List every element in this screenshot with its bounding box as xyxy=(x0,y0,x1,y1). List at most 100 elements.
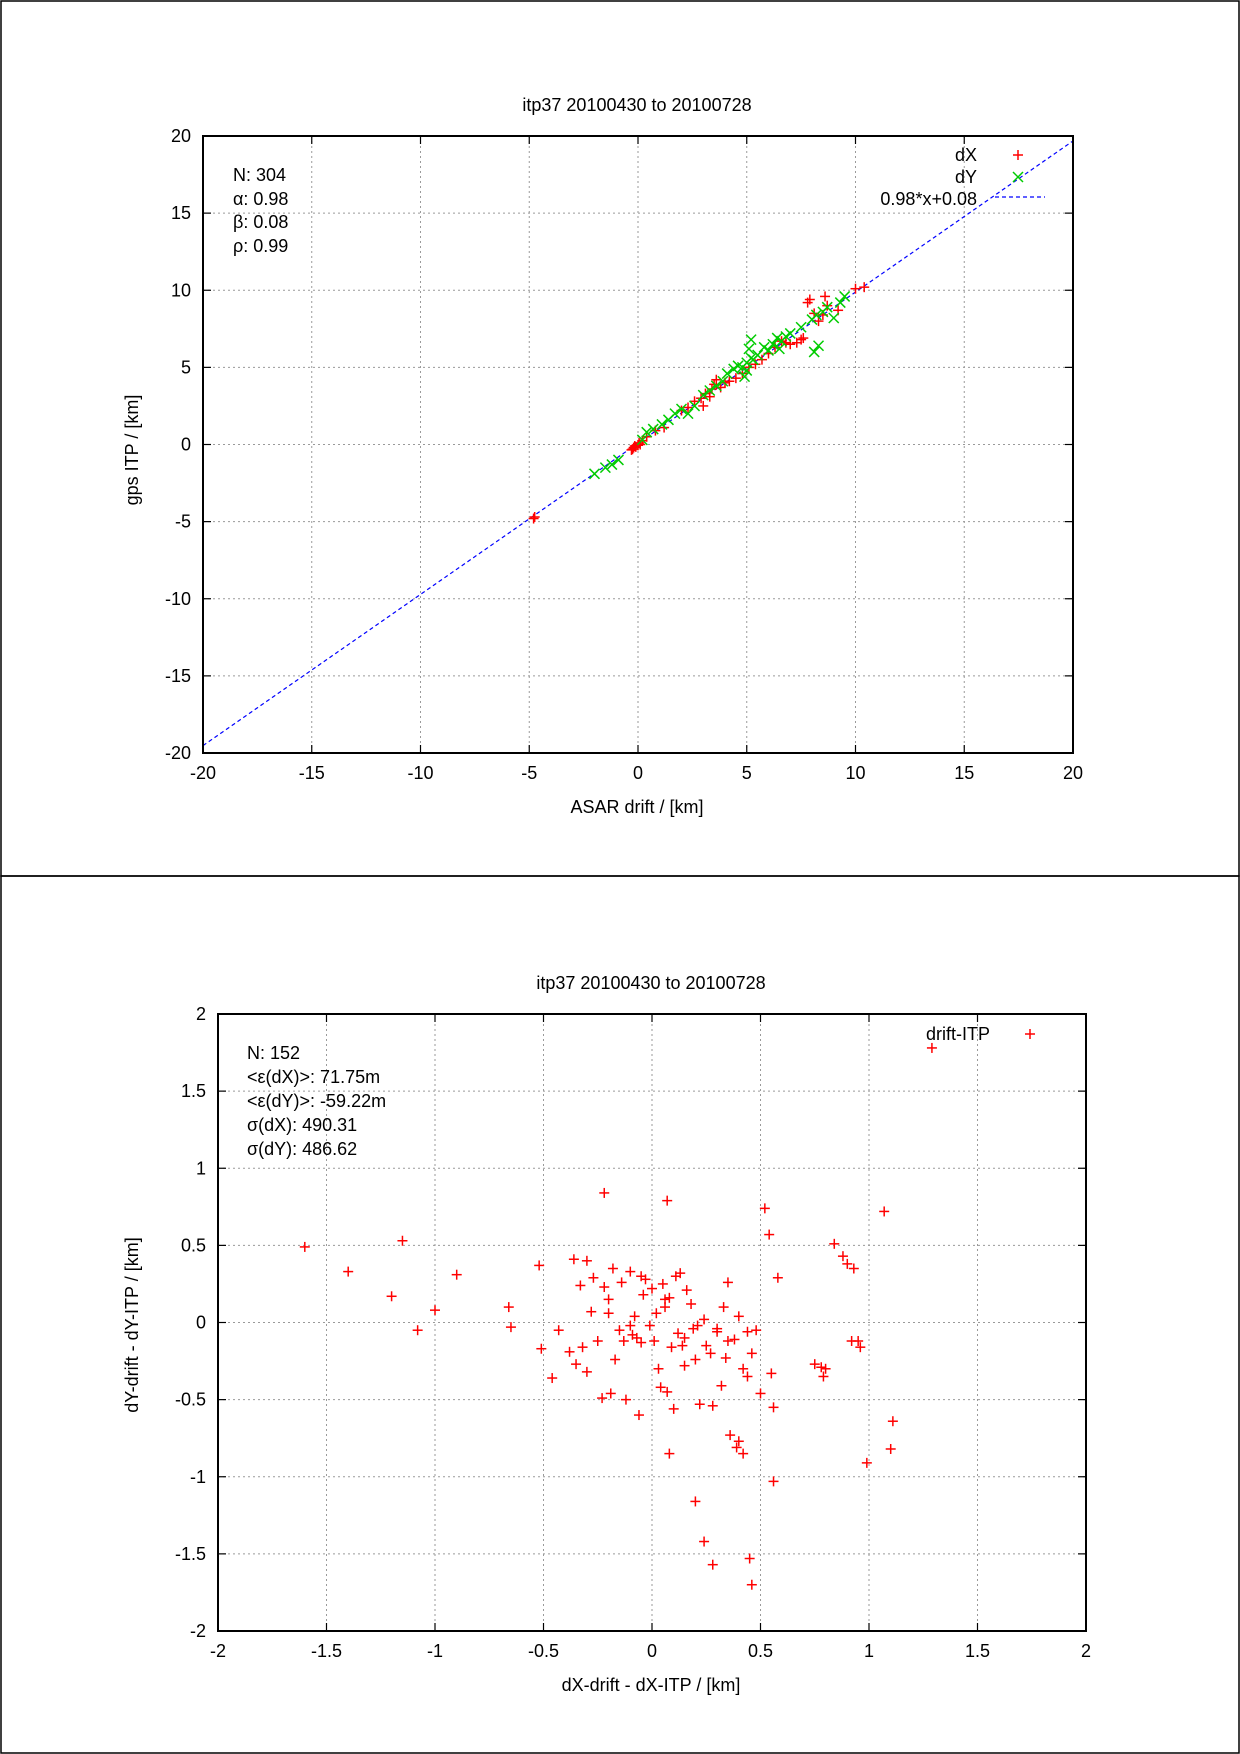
point-dY xyxy=(767,338,779,350)
point-drift-ITP xyxy=(738,1363,749,1374)
regression-chart: itp37 20100430 to 20100728 -20 -15 -10 -5 0 5… xyxy=(122,95,1083,817)
point-dY xyxy=(656,418,668,430)
point-drift-ITP xyxy=(679,1360,690,1371)
point-drift-ITP xyxy=(631,1332,642,1343)
point-dY xyxy=(808,346,820,358)
point-drift-ITP xyxy=(673,1328,684,1339)
stat-rho: ρ: 0.99 xyxy=(233,236,288,256)
point-dX xyxy=(689,396,700,407)
y-tick-label: -10 xyxy=(165,589,191,609)
point-drift-ITP xyxy=(816,1362,827,1373)
x-tick-label: -10 xyxy=(407,763,433,783)
point-drift-ITP xyxy=(430,1305,440,1316)
x-tick-label: 0.5 xyxy=(748,1641,773,1661)
x-tick-label: 5 xyxy=(742,763,752,783)
x-tick-label: 1.5 xyxy=(965,1641,990,1661)
point-drift-ITP xyxy=(746,1579,757,1590)
x-tick-label: 15 xyxy=(954,763,974,783)
stat-n: N: 304 xyxy=(233,165,286,185)
point-drift-ITP xyxy=(853,1336,864,1347)
point-drift-ITP xyxy=(699,1536,710,1547)
point-drift-ITP xyxy=(571,1359,582,1370)
point-dY xyxy=(704,384,716,397)
point-drift-ITP xyxy=(581,1255,592,1266)
point-dY xyxy=(710,380,722,392)
point-drift-ITP xyxy=(707,1559,718,1570)
point-drift-ITP xyxy=(397,1235,408,1246)
point-drift-ITP xyxy=(664,1448,675,1459)
chart-title: itp37 20100430 to 20100728 xyxy=(536,973,765,993)
point-drift-ITP xyxy=(677,1340,688,1351)
point-dY xyxy=(599,462,611,474)
x-tick-label: 10 xyxy=(845,763,865,783)
point-drift-ITP xyxy=(733,1311,744,1322)
point-dY xyxy=(743,343,755,355)
point-drift-ITP xyxy=(818,1371,829,1382)
point-drift-ITP xyxy=(647,1283,657,1294)
point-dY xyxy=(812,340,825,352)
y-tick-label: -20 xyxy=(165,743,191,763)
point-drift-ITP xyxy=(829,1238,840,1249)
point-dY xyxy=(669,408,681,420)
chart-title: itp37 20100430 to 20100728 xyxy=(522,95,751,115)
point-drift-ITP xyxy=(694,1399,705,1410)
legend-label-dx: dX xyxy=(955,145,977,165)
point-drift-ITP xyxy=(599,1282,610,1293)
point-dX xyxy=(683,402,694,413)
y-tick-label: -1.5 xyxy=(175,1544,206,1564)
point-drift-ITP xyxy=(887,1416,898,1427)
x-tick-label: -15 xyxy=(299,763,325,783)
y-tick-label: 5 xyxy=(181,357,191,377)
point-drift-ITP xyxy=(768,1476,779,1487)
point-drift-ITP xyxy=(855,1342,866,1353)
point-drift-ITP xyxy=(614,1325,625,1336)
point-dY xyxy=(773,343,785,355)
point-dY xyxy=(739,371,751,383)
point-drift-ITP xyxy=(588,1272,599,1283)
y-tick-label: 0 xyxy=(181,435,191,455)
point-dX xyxy=(822,300,833,311)
point-drift-ITP xyxy=(764,1229,775,1240)
point-dY xyxy=(717,375,729,387)
point-drift-ITP xyxy=(547,1373,558,1384)
point-drift-ITP xyxy=(660,1294,671,1305)
point-drift-ITP xyxy=(729,1334,740,1345)
point-dX xyxy=(528,513,539,524)
y-tick-label: 0 xyxy=(196,1313,206,1333)
y-tick-label: -2 xyxy=(190,1621,206,1641)
point-drift-ITP xyxy=(655,1382,666,1393)
point-dX xyxy=(796,334,807,345)
x-tick-label: 2 xyxy=(1081,1641,1091,1661)
point-dY xyxy=(741,364,753,376)
point-dX xyxy=(724,376,735,387)
point-drift-ITP xyxy=(705,1348,716,1359)
legend-label-drift-itp: drift-ITP xyxy=(926,1024,990,1044)
x-axis-label: dX-drift - dX-ITP / [km] xyxy=(562,1675,741,1695)
point-dX xyxy=(859,282,870,293)
point-drift-ITP xyxy=(707,1400,718,1411)
y-axis-label: dY-drift - dY-ITP / [km] xyxy=(122,1237,142,1412)
legend: dX dY 0.98*x+0.08 xyxy=(880,145,1045,209)
point-drift-ITP xyxy=(720,1352,731,1363)
point-dX xyxy=(529,511,540,522)
point-drift-ITP xyxy=(607,1263,618,1274)
point-drift-ITP xyxy=(536,1343,547,1354)
point-dY xyxy=(821,301,833,313)
x-tick-label: 1 xyxy=(864,1641,874,1661)
point-drift-ITP xyxy=(692,1320,703,1331)
point-drift-ITP xyxy=(744,1553,755,1564)
point-drift-ITP xyxy=(553,1325,564,1336)
point-dY xyxy=(762,344,775,356)
point-drift-ITP xyxy=(716,1380,727,1391)
point-drift-ITP xyxy=(662,1386,673,1397)
y-axis-label: gps ITP / [km] xyxy=(122,395,142,506)
point-drift-ITP xyxy=(605,1388,616,1399)
point-dY xyxy=(689,400,701,412)
point-dY xyxy=(641,426,653,438)
point-dY xyxy=(745,352,757,364)
point-dY xyxy=(612,454,624,466)
point-drift-ITP xyxy=(616,1277,627,1288)
point-drift-ITP xyxy=(666,1342,677,1353)
point-drift-ITP xyxy=(842,1258,853,1269)
